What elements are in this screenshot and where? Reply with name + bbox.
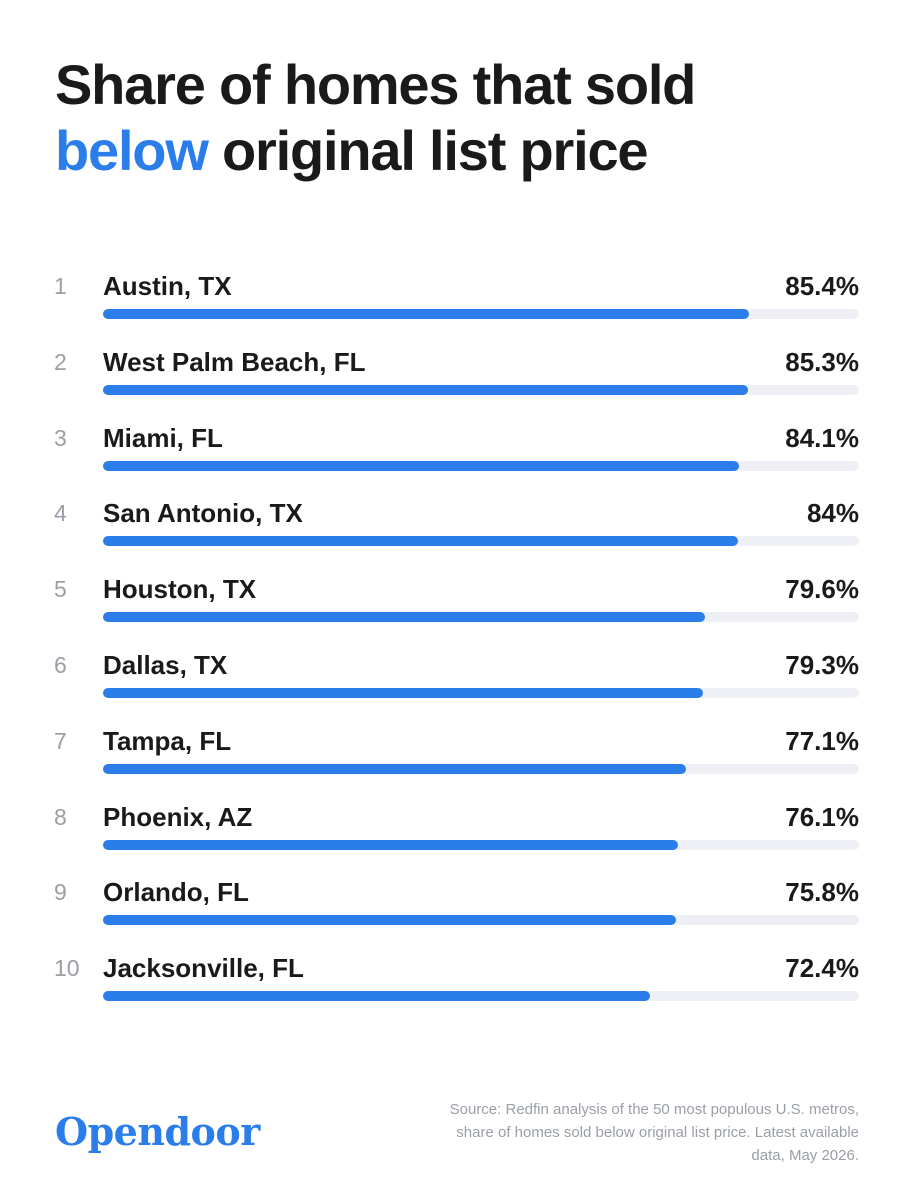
bar-chart: 1 Austin, TX 85.4% 2 West Palm Beach, FL 85.3… [0, 271, 914, 1013]
chart-row: 1 Austin, TX 85.4% [0, 271, 914, 331]
title-line-2: original list price [207, 119, 649, 182]
rank-label: 5 [54, 576, 67, 603]
value-label: 75.8% [785, 877, 859, 908]
bar [103, 915, 677, 926]
title-line-1: Share of homes that sold [55, 53, 696, 116]
value-label: 85.3% [785, 346, 859, 377]
chart-row: 10 Jacksonville, FL 72.4% [0, 953, 914, 1013]
bar-track [103, 991, 859, 1002]
chart-row: 4 San Antonio, TX 84% [0, 498, 914, 558]
bar-track [103, 839, 859, 850]
category-label: San Antonio, TX [103, 498, 303, 529]
category-label: Dallas, TX [103, 650, 228, 680]
chart-row: 8 Phoenix, AZ 76.1% [0, 802, 914, 862]
bar [103, 309, 749, 319]
source-note: Source: Redfin analysis of the 50 most p… [449, 1101, 859, 1164]
rank-label: 1 [54, 273, 67, 299]
chart-row: 5 Houston, TX 79.6% [0, 574, 914, 634]
rank-label: 8 [54, 803, 67, 830]
bar [103, 612, 705, 623]
value-label: 84.1% [785, 422, 859, 453]
bar-track [103, 309, 859, 319]
bar-track [103, 763, 859, 774]
bar [103, 763, 686, 774]
opendoor-logo: Opendoor [55, 1109, 260, 1154]
bar [103, 384, 748, 395]
bar [103, 536, 739, 547]
category-label: Tampa, FL [103, 725, 232, 756]
category-label: Jacksonville, FL [103, 953, 304, 984]
rank-label: 7 [54, 727, 67, 754]
bar [103, 460, 739, 471]
bar-track [103, 688, 859, 698]
chart-row: 6 Dallas, TX 79.3% [0, 650, 914, 710]
bar [103, 991, 651, 1002]
rank-label: 10 [54, 955, 80, 982]
bar-track [103, 536, 859, 547]
value-label: 77.1% [785, 725, 859, 756]
value-label: 76.1% [785, 801, 859, 832]
rank-label: 9 [54, 879, 67, 906]
rank-label: 4 [54, 500, 67, 527]
category-label: Orlando, FL [103, 877, 249, 908]
category-label: West Palm Beach, FL [103, 346, 366, 377]
chart-row: 9 Orlando, FL 75.8% [0, 877, 914, 937]
category-label: Phoenix, AZ [103, 801, 253, 832]
chart-row: 2 West Palm Beach, FL 85.3% [0, 347, 914, 407]
bar-track [103, 612, 859, 623]
value-label: 72.4% [785, 953, 859, 984]
category-label: Austin, TX [103, 271, 232, 301]
bar-track [103, 915, 859, 926]
title-highlight: below [55, 119, 209, 182]
value-label: 79.6% [785, 574, 859, 605]
bar [103, 839, 679, 850]
value-label: 79.3% [785, 650, 859, 680]
chart-row: 3 Miami, FL 84.1% [0, 423, 914, 483]
value-label: 84% [806, 498, 859, 529]
page-title: Share of homes that sold below original l… [55, 52, 875, 184]
value-label: 85.4% [785, 271, 859, 301]
bar-track [103, 460, 859, 471]
rank-label: 3 [54, 424, 67, 451]
bar-track [103, 384, 859, 395]
rank-label: 2 [54, 348, 67, 375]
category-label: Miami, FL [103, 422, 223, 453]
rank-label: 6 [54, 652, 67, 678]
chart-row: 7 Tampa, FL 77.1% [0, 726, 914, 786]
bar [103, 688, 703, 698]
category-label: Houston, TX [103, 574, 257, 605]
